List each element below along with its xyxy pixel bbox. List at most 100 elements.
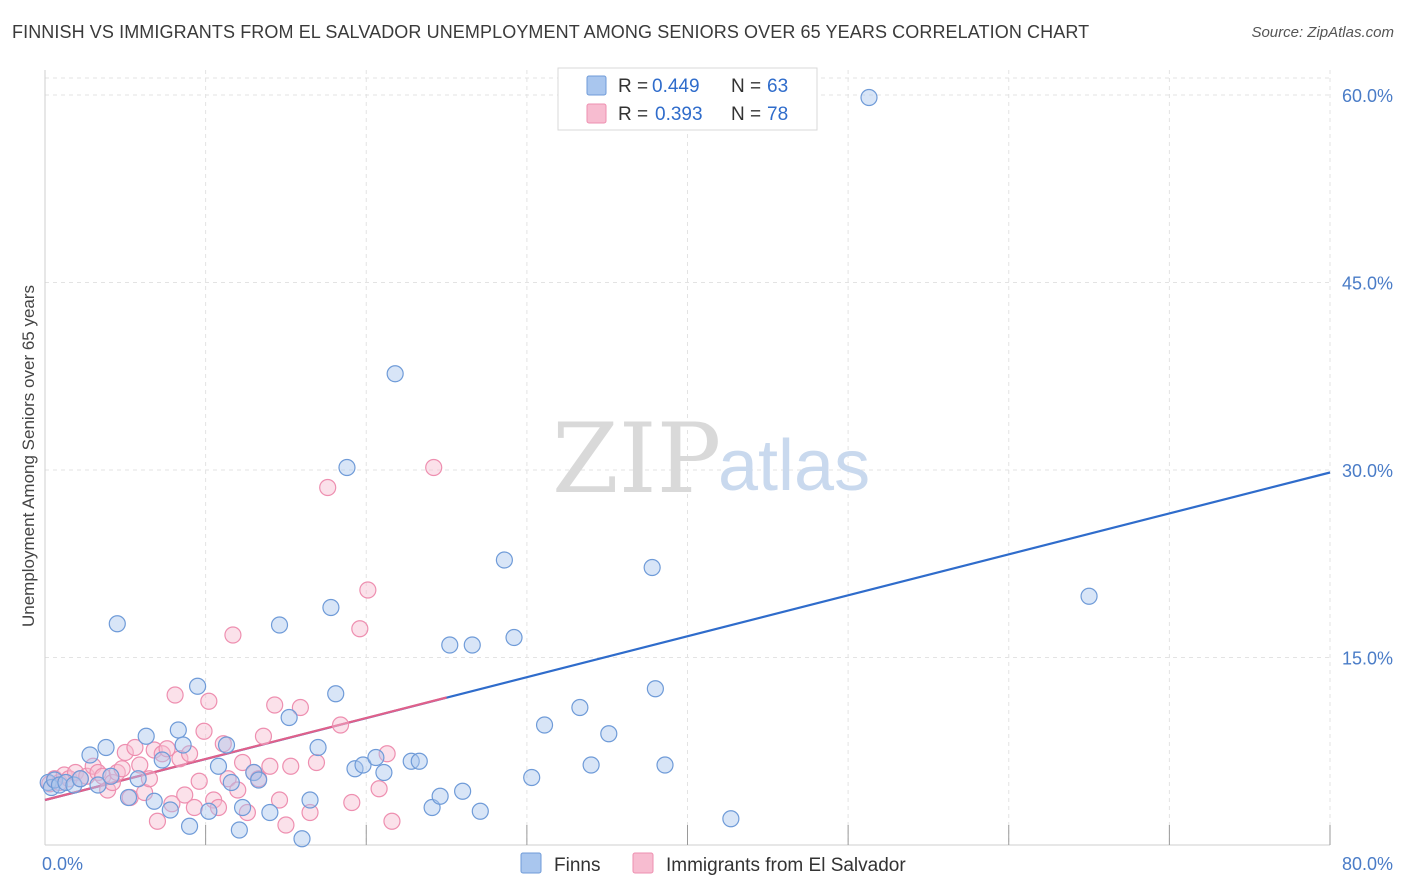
finns-point-16 <box>153 751 171 769</box>
finns-point-15 <box>145 792 163 810</box>
y-axis-label: Unemployment Among Seniors over 65 years <box>19 285 38 627</box>
y-tick-label-0: 15.0% <box>1342 649 1393 669</box>
watermark: ZIP atlas <box>552 403 870 515</box>
salvador-point-50 <box>291 698 309 717</box>
salvador-point-29 <box>180 745 199 763</box>
finns-point-25 <box>222 773 240 792</box>
salvador-point-59 <box>378 745 396 763</box>
finns-point-48 <box>441 636 459 654</box>
salvador-point-35 <box>209 798 228 817</box>
salvador-point-33 <box>200 692 218 710</box>
salvador-point-53 <box>319 478 337 497</box>
finns-point-2 <box>46 771 64 789</box>
salvador-point-44 <box>254 727 273 745</box>
salvador-point-52 <box>307 753 326 772</box>
salvador-point-58 <box>370 780 388 798</box>
legend-salv-n-label: N = <box>731 104 761 125</box>
salvador-point-32 <box>195 722 213 740</box>
salvador-point-61 <box>425 458 443 477</box>
salvador-point-22 <box>148 812 167 830</box>
legend-box: R = 0.449 N = 63 R = 0.393 N = 78 <box>557 67 818 131</box>
finns-point-27 <box>233 798 252 817</box>
salvador-point-24 <box>158 740 176 758</box>
series-salvador-points <box>41 458 443 834</box>
finns-point-50 <box>463 636 481 654</box>
salvador-point-56 <box>351 620 369 638</box>
salvador-point-17 <box>126 738 144 757</box>
finns-point-62 <box>722 810 740 828</box>
y-tick-label-1: 30.0% <box>1342 461 1393 481</box>
y-tick-label-2: 45.0% <box>1342 274 1393 294</box>
finns-point-18 <box>169 721 187 739</box>
bottom-legend-salv-swatch <box>632 852 654 874</box>
finns-point-47 <box>431 787 449 805</box>
bottom-legend-salv-label: Immigrants from El Salvador <box>666 855 906 876</box>
legend-salv-swatch <box>586 103 607 124</box>
salvador-point-18 <box>131 756 149 774</box>
finns-point-39 <box>346 760 364 778</box>
finns-point-37 <box>327 685 345 703</box>
salvador-point-38 <box>224 626 242 644</box>
x-tick-label-0: 0.0% <box>42 854 83 874</box>
salvador-point-45 <box>261 757 279 775</box>
finns-point-9 <box>97 738 115 757</box>
finns-point-55 <box>535 716 554 734</box>
finns-point-26 <box>230 821 248 839</box>
finns-point-20 <box>180 817 199 835</box>
finns-point-58 <box>600 725 618 743</box>
finns-point-31 <box>270 616 289 634</box>
axes <box>44 70 1331 846</box>
bottom-legend: Finns Immigrants from El Salvador <box>520 852 906 876</box>
salvador-point-25 <box>163 795 181 813</box>
watermark-zip: ZIP <box>552 403 721 515</box>
salvador-point-31 <box>190 772 208 790</box>
salvador-point-15 <box>116 743 134 762</box>
finns-point-5 <box>65 776 83 794</box>
salvador-point-47 <box>270 791 289 809</box>
finns-point-49 <box>454 782 472 800</box>
finns-point-51 <box>471 802 489 820</box>
finns-point-41 <box>367 748 385 767</box>
finns-point-63 <box>860 88 878 107</box>
salvador-point-55 <box>343 793 361 812</box>
legend-finns-n-label: N = <box>731 76 761 97</box>
salvador-point-57 <box>359 581 377 599</box>
finns-point-22 <box>200 802 218 820</box>
finns-point-33 <box>293 830 311 848</box>
finns-point-42 <box>375 763 393 782</box>
finns-point-14 <box>137 727 155 745</box>
y-tick-label-3: 60.0% <box>1342 86 1393 106</box>
finns-point-45 <box>410 752 428 770</box>
finns-point-13 <box>129 770 147 788</box>
salvador-point-41 <box>238 803 256 822</box>
legend-salv-r-value: 0.393 <box>655 104 703 125</box>
legend-salv-r-label: R = <box>618 104 648 125</box>
x-tick-label-1: 80.0% <box>1342 854 1393 874</box>
finns-point-29 <box>250 771 268 789</box>
salvador-point-12 <box>103 773 122 792</box>
watermark-atlas: atlas <box>718 426 870 506</box>
salvador-point-26 <box>166 686 184 704</box>
bottom-legend-finns-label: Finns <box>554 855 600 876</box>
finns-point-64 <box>1080 587 1098 605</box>
finns-point-59 <box>643 558 661 577</box>
salvador-point-46 <box>266 696 284 714</box>
finns-point-24 <box>217 736 236 754</box>
finns-point-60 <box>646 680 664 698</box>
finns-point-40 <box>354 756 372 774</box>
finns-point-54 <box>523 768 541 787</box>
legend-finns-swatch <box>586 75 607 96</box>
finns-point-56 <box>571 698 589 717</box>
salvador-point-27 <box>171 750 189 768</box>
salvador-point-54 <box>331 716 350 734</box>
finns-point-11 <box>108 615 126 633</box>
finns-point-57 <box>582 756 600 774</box>
salvador-point-23 <box>153 745 171 763</box>
finns-point-10 <box>102 767 120 785</box>
salvador-point-30 <box>185 798 203 817</box>
finns-point-35 <box>309 738 327 757</box>
finns-point-32 <box>280 708 298 727</box>
finns-point-34 <box>301 791 319 809</box>
source-credit: Source: ZipAtlas.com <box>1251 24 1394 41</box>
